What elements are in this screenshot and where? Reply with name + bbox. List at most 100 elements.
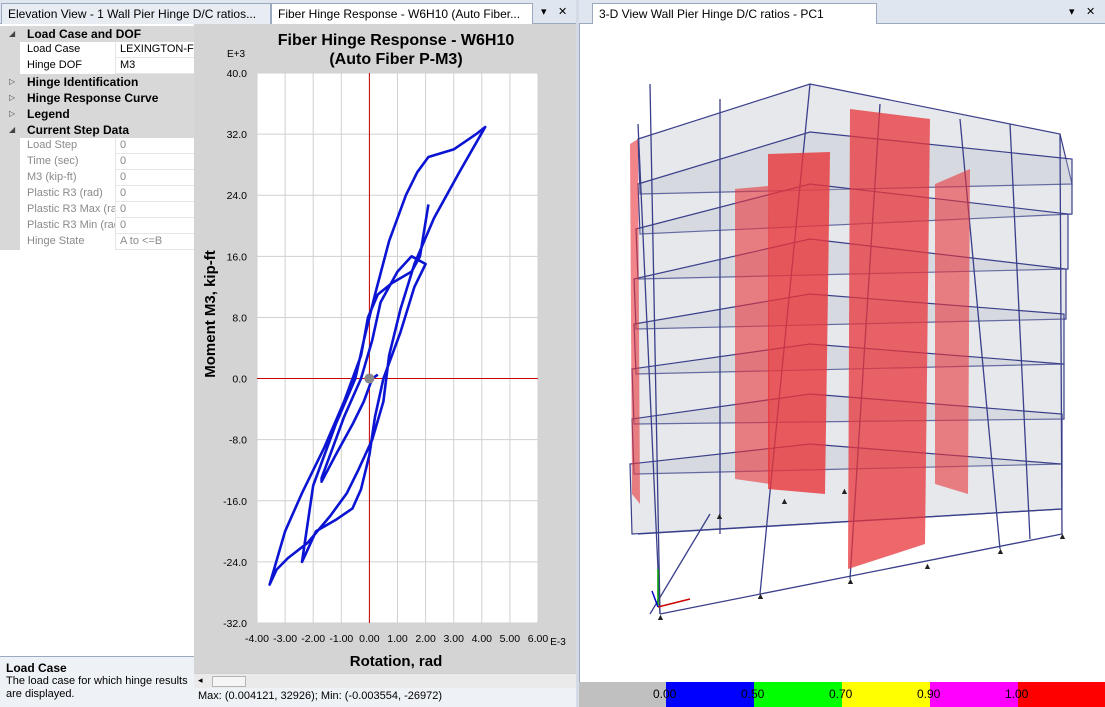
- property-row-hinge-dof[interactable]: Hinge DOF M3: [0, 58, 194, 74]
- chart-horizontal-scrollbar[interactable]: ◂: [194, 673, 576, 688]
- collapsed-triangle-icon[interactable]: ▷: [9, 77, 16, 86]
- x-tick-label: -4.00: [245, 633, 269, 645]
- svg-text:▲: ▲: [656, 612, 665, 622]
- close-tab-icon[interactable]: ✕: [1086, 6, 1096, 18]
- x-tick-label: 6.00: [528, 633, 549, 645]
- help-title: Load Case: [6, 661, 67, 675]
- svg-text:▲: ▲: [846, 576, 855, 586]
- y-tick-label: 16.0: [227, 251, 248, 263]
- scroll-left-icon[interactable]: ◂: [198, 675, 203, 685]
- x-tick-label: 5.00: [500, 633, 521, 645]
- property-key: Plastic R3 (rad): [20, 186, 116, 202]
- shear-wall-panel: [735, 186, 770, 484]
- right-tab-bar: 3-D View Wall Pier Hinge D/C ratios - PC…: [579, 0, 1105, 25]
- expanded-triangle-icon[interactable]: ◢: [9, 29, 16, 38]
- legend-swatch-magenta: [930, 682, 1018, 707]
- axis-triad: [651, 569, 691, 608]
- category-current-step-data[interactable]: ◢ Current Step Data: [0, 122, 194, 138]
- legend-swatch-blue: [666, 682, 754, 707]
- legend-label: 1.00: [1005, 687, 1029, 701]
- legend-label: 0.50: [741, 687, 765, 701]
- property-value: 0: [120, 203, 127, 215]
- legend-label: 0.70: [829, 687, 853, 701]
- property-key: Plastic R3 Max (rad): [20, 202, 116, 218]
- property-key: Load Case: [20, 42, 116, 58]
- x-axis-label: Rotation, rad: [350, 653, 443, 670]
- scrollbar-thumb[interactable]: [212, 676, 246, 687]
- chart-status-bar: Max: (0.004121, 32926); Min: (-0.003554,…: [194, 688, 576, 707]
- collapsed-triangle-icon[interactable]: ▷: [9, 109, 16, 118]
- y-tick-label: 32.0: [227, 129, 248, 141]
- tab-list-dropdown-icon[interactable]: ▾: [541, 6, 547, 18]
- x-tick-label: -3.00: [273, 633, 297, 645]
- y-tick-label: 40.0: [227, 68, 248, 80]
- y-tick-label: 8.0: [232, 312, 247, 324]
- svg-text:▲: ▲: [1058, 531, 1067, 541]
- 3d-view-canvas[interactable]: ▲ ▲ ▲ ▲ ▲ ▲ ▲ ▲ ▲: [579, 24, 1105, 682]
- expanded-triangle-icon[interactable]: ◢: [9, 125, 16, 134]
- svg-text:▲: ▲: [756, 591, 765, 601]
- hysteresis-curve: [268, 125, 487, 586]
- shear-wall-panel: [935, 169, 970, 494]
- shear-wall-panel: [848, 109, 930, 569]
- category-hinge-response-curve[interactable]: ▷ Hinge Response Curve: [0, 90, 194, 106]
- y-axis-label: Moment M3, kip-ft: [202, 250, 219, 378]
- building-3d-model[interactable]: ▲ ▲ ▲ ▲ ▲ ▲ ▲ ▲ ▲: [580, 24, 1105, 682]
- property-row-load-case[interactable]: Load Case LEXINGTON-FI: [0, 42, 194, 58]
- category-label: Hinge Identification: [27, 75, 139, 89]
- property-value: 0: [120, 155, 127, 167]
- tab-3d-view[interactable]: 3-D View Wall Pier Hinge D/C ratios - PC…: [592, 3, 877, 25]
- x-tick-label: 3.00: [443, 633, 464, 645]
- collapsed-triangle-icon[interactable]: ▷: [9, 93, 16, 102]
- chart-title: Fiber Hinge Response - W6H10: [278, 32, 515, 49]
- x-axis-multiplier: E-3: [550, 637, 566, 648]
- close-tab-icon[interactable]: ✕: [558, 6, 568, 18]
- legend-label: 0.90: [917, 687, 941, 701]
- property-key: Time (sec): [20, 154, 116, 170]
- property-value: 0: [120, 171, 127, 183]
- property-value: 0: [120, 187, 127, 199]
- property-key: Plastic R3 Min (rad): [20, 218, 116, 234]
- property-row-plastic-r3-max: Plastic R3 Max (rad) 0: [0, 202, 194, 218]
- property-key: M3 (kip-ft): [20, 170, 116, 186]
- legend-swatch-gray: [579, 682, 666, 707]
- legend-swatch-green: [754, 682, 842, 707]
- svg-text:▲: ▲: [715, 511, 724, 521]
- shear-wall-panel: [630, 139, 640, 504]
- property-value-load-case[interactable]: LEXINGTON-FI: [120, 43, 194, 55]
- property-row-plastic-r3-min: Plastic R3 Min (rad) 0: [0, 218, 194, 234]
- category-hinge-identification[interactable]: ▷ Hinge Identification: [0, 74, 194, 90]
- shear-wall-panel: [768, 152, 830, 494]
- chart-subtitle: (Auto Fiber P-M3): [329, 51, 462, 68]
- x-tick-label: 1.00: [387, 633, 408, 645]
- category-label: Current Step Data: [27, 123, 130, 137]
- legend-swatch-red: [1018, 682, 1105, 707]
- left-tab-bar: Elevation View - 1 Wall Pier Hinge D/C r…: [0, 0, 576, 25]
- x-tick-label: 2.00: [415, 633, 436, 645]
- property-row-hinge-state: Hinge State A to <=B: [0, 234, 194, 250]
- property-key: Load Step: [20, 138, 116, 154]
- pane-splitter[interactable]: [576, 0, 579, 707]
- shear-wall-panels: [630, 109, 970, 569]
- property-row-plastic-r3: Plastic R3 (rad) 0: [0, 186, 194, 202]
- category-label: Legend: [27, 107, 70, 121]
- hinge-response-chart[interactable]: -4.00 -3.00 -2.00 -1.00 0.00 1.00 2.00 3.00 4.00…: [194, 24, 576, 673]
- property-value: 0: [120, 139, 127, 151]
- x-tick-label: 0.00: [359, 633, 380, 645]
- property-value-hinge-dof[interactable]: M3: [120, 59, 136, 71]
- tab-elevation-view[interactable]: Elevation View - 1 Wall Pier Hinge D/C r…: [1, 3, 271, 24]
- category-legend[interactable]: ▷ Legend: [0, 106, 194, 122]
- y-tick-label: 24.0: [227, 190, 248, 202]
- x-tick-label: 4.00: [472, 633, 493, 645]
- x-tick-label: -2.00: [301, 633, 325, 645]
- y-tick-label: -24.0: [223, 557, 247, 569]
- tab-list-dropdown-icon[interactable]: ▾: [1069, 6, 1075, 18]
- tab-fiber-hinge-response[interactable]: Fiber Hinge Response - W6H10 (Auto Fiber…: [271, 3, 533, 25]
- y-axis-multiplier: E+3: [227, 49, 246, 60]
- category-load-case-and-dof[interactable]: ◢ Load Case and DOF: [0, 26, 194, 42]
- svg-text:▲: ▲: [996, 546, 1005, 556]
- legend-swatch-yellow: [842, 682, 930, 707]
- property-value: 0: [120, 219, 127, 231]
- y-tick-label: -16.0: [223, 496, 247, 508]
- dc-ratio-legend-bar: 0.00 0.50 0.70 0.90 1.00: [579, 682, 1105, 707]
